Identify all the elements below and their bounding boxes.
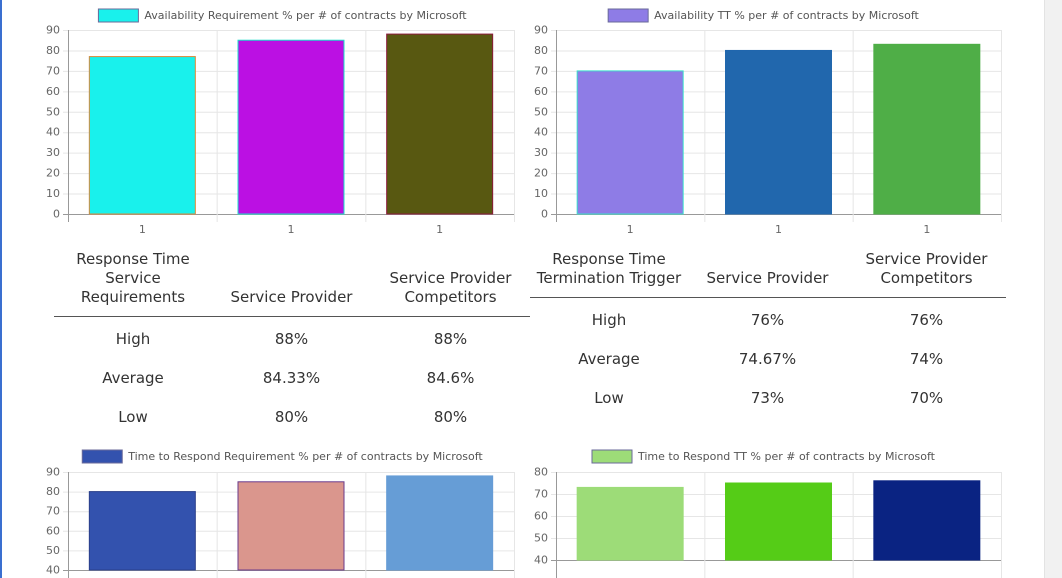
y-tick-label: 40 (46, 126, 60, 139)
availability-requirement-chart: Availability Requirement % per # of cont… (46, 8, 515, 236)
column-header: Service Provider (706, 269, 829, 287)
response-time-termination-table: Response Time Termination Trigger Servic… (530, 250, 1006, 417)
bar (386, 475, 494, 571)
y-tick-label: 80 (46, 44, 60, 57)
x-tick-label: 1 (139, 223, 146, 236)
column-header: Service Provider Competitors (389, 269, 512, 306)
y-tick-label: 30 (46, 146, 60, 159)
legend-label: Availability TT % per # of contracts by … (654, 9, 919, 22)
legend-swatch (81, 449, 123, 464)
bar (725, 49, 832, 215)
y-tick-label: 0 (53, 208, 60, 221)
y-tick-label: 70 (46, 64, 60, 77)
x-tick-label: 1 (288, 223, 295, 236)
y-tick-label: 50 (46, 544, 60, 557)
row-label: Average (102, 368, 164, 387)
table-header-row: Response Time Termination Trigger Servic… (530, 250, 1006, 298)
legend-label: Time to Respond Requirement % per # of c… (127, 450, 483, 463)
y-tick-label: 40 (46, 564, 60, 577)
table-cell: 88% (274, 329, 309, 348)
column-header: Service Provider Competitors (865, 250, 988, 287)
y-tick-label: 90 (534, 24, 548, 37)
y-tick-label: 60 (46, 524, 60, 537)
x-tick-label: 1 (627, 223, 634, 236)
table-cell: 84.6% (426, 368, 475, 387)
legend-label: Time to Respond TT % per # of contracts … (637, 450, 936, 463)
table-row: High 88% 88% (54, 317, 530, 359)
y-tick-label: 50 (534, 532, 548, 545)
vertical-scrollbar[interactable] (1044, 0, 1062, 578)
time-to-respond-requirement-chart: Time to Respond Requirement % per # of c… (46, 449, 515, 578)
table-cell: 74% (909, 349, 944, 368)
bar (386, 33, 494, 215)
row-label: Low (594, 388, 624, 407)
x-tick-label: 1 (436, 223, 443, 236)
y-tick-label: 80 (534, 44, 548, 57)
y-tick-label: 10 (46, 187, 60, 200)
y-tick-label: 10 (534, 187, 548, 200)
table-cell: 76% (909, 310, 944, 329)
y-tick-label: 60 (534, 85, 548, 98)
legend-label: Availability Requirement % per # of cont… (144, 9, 467, 22)
table-row: Low 80% 80% (54, 397, 530, 436)
row-label: Low (118, 407, 148, 426)
y-tick-label: 20 (534, 167, 548, 180)
bar (88, 491, 196, 571)
y-tick-label: 30 (534, 146, 548, 159)
time-to-respond-tt-chart: Time to Respond TT % per # of contracts … (534, 449, 1002, 578)
y-tick-label: 60 (46, 85, 60, 98)
table-row: High 76% 76% (530, 298, 1006, 340)
y-tick-label: 70 (534, 488, 548, 501)
table-cell: 80% (274, 407, 309, 426)
table-row: Average 74.67% 74% (530, 339, 1006, 378)
bar (576, 70, 684, 215)
table-row: Low 73% 70% (530, 378, 1006, 417)
column-header: Response Time Service Requirements (76, 250, 190, 306)
row-label: High (115, 329, 151, 348)
y-tick-label: 70 (534, 64, 548, 77)
y-tick-label: 40 (534, 126, 548, 139)
availability-tt-chart: Availability TT % per # of contracts by … (534, 8, 1002, 236)
row-label: High (591, 310, 627, 329)
table-cell: 84.33% (262, 368, 321, 387)
y-tick-label: 90 (46, 24, 60, 37)
table-cell: 70% (909, 388, 944, 407)
bar (88, 56, 196, 215)
x-tick-label: 1 (775, 223, 782, 236)
y-tick-label: 0 (541, 208, 548, 221)
bar (237, 39, 345, 215)
x-tick-label: 1 (923, 223, 930, 236)
bar (873, 480, 981, 561)
bar (576, 486, 684, 561)
table-cell: 80% (433, 407, 468, 426)
table-cell: 74.67% (738, 349, 797, 368)
left-window-edge (0, 0, 2, 578)
table-cell: 73% (750, 388, 785, 407)
bar (725, 482, 832, 561)
column-header: Response Time Termination Trigger (536, 250, 682, 287)
table-row: Average 84.33% 84.6% (54, 358, 530, 397)
table-header-row: Response Time Service Requirements Servi… (54, 250, 530, 317)
y-tick-label: 90 (46, 466, 60, 479)
y-tick-label: 80 (46, 485, 60, 498)
table-cell: 76% (750, 310, 785, 329)
column-header: Service Provider (230, 288, 353, 306)
table-cell: 88% (433, 329, 468, 348)
y-tick-label: 40 (534, 554, 548, 567)
response-time-requirements-table: Response Time Service Requirements Servi… (54, 250, 530, 436)
y-tick-label: 80 (534, 466, 548, 479)
y-tick-label: 60 (534, 510, 548, 523)
legend-swatch (97, 8, 139, 23)
y-tick-label: 50 (534, 105, 548, 118)
y-tick-label: 50 (46, 105, 60, 118)
row-label: Average (578, 349, 640, 368)
y-tick-label: 20 (46, 167, 60, 180)
bar (873, 43, 981, 215)
y-tick-label: 70 (46, 505, 60, 518)
bar (237, 481, 345, 571)
legend-swatch (591, 449, 633, 464)
legend-swatch (607, 8, 649, 23)
